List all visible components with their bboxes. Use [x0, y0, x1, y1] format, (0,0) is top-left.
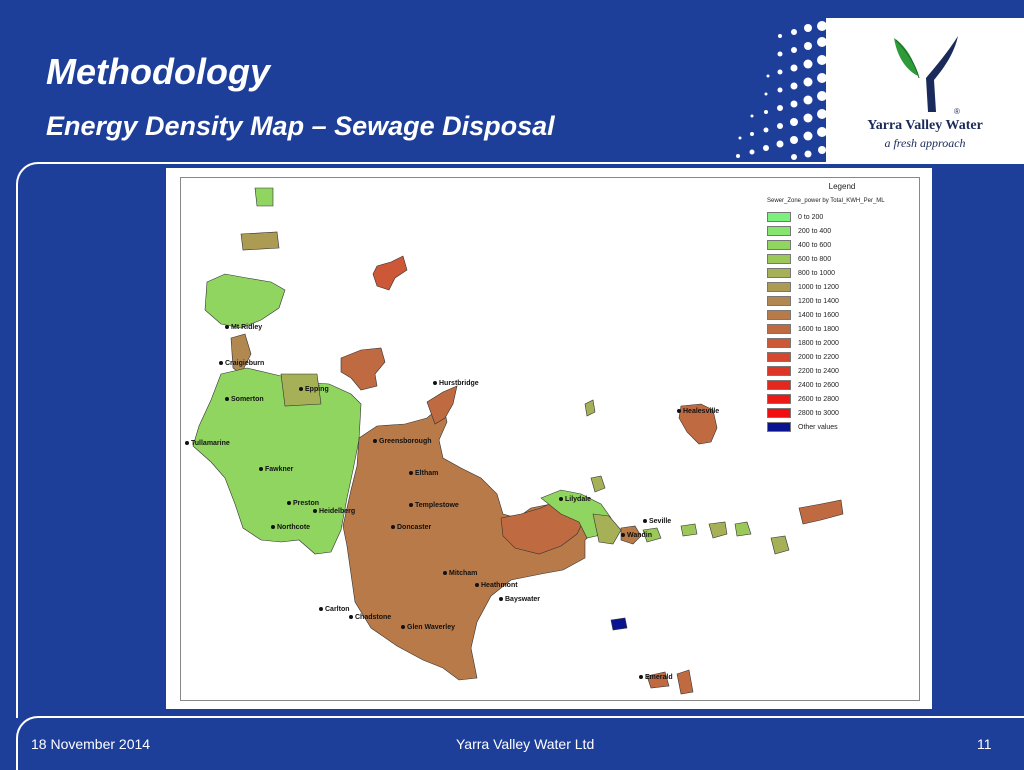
- legend-item: 800 to 1000: [767, 266, 917, 280]
- legend-item: 2400 to 2600: [767, 378, 917, 392]
- legend-item: 1800 to 2000: [767, 336, 917, 350]
- legend-title: Legend: [828, 182, 856, 191]
- legend-swatch: [767, 338, 791, 348]
- place-label: Craigieburn: [219, 360, 264, 367]
- place-label: Preston: [287, 500, 319, 507]
- place-label: Healesville: [677, 408, 719, 415]
- legend-item: 2600 to 2800: [767, 392, 917, 406]
- legend-item: 2200 to 2400: [767, 364, 917, 378]
- legend-swatch: [767, 408, 791, 418]
- place-label: Chadstone: [349, 614, 391, 621]
- place-label: Northcote: [271, 524, 310, 531]
- decorative-dots: [736, 21, 827, 160]
- place-label: Greensborough: [373, 438, 432, 445]
- legend-label: 600 to 800: [798, 255, 832, 263]
- sewer-zone-map: [192, 187, 844, 695]
- legend-swatch: [767, 268, 791, 278]
- legend-swatch: [767, 380, 791, 390]
- legend-label: 400 to 600: [798, 241, 832, 249]
- legend-item: 2800 to 3000: [767, 406, 917, 420]
- map-image: Legend Sewer_Zone_power by Total_KWH_Per…: [166, 168, 932, 709]
- place-label: Hurstbridge: [433, 380, 479, 387]
- legend-item: 400 to 600: [767, 238, 917, 252]
- place-label: Epping: [299, 386, 329, 393]
- place-label: Wandin: [621, 532, 652, 539]
- legend-rows: 0 to 200 200 to 400 400 to 600 600 to 800 80…: [767, 210, 917, 434]
- legend-label: 1200 to 1400: [798, 297, 839, 305]
- legend-label: Other values: [798, 423, 838, 431]
- legend-label: 1000 to 1200: [798, 283, 839, 291]
- place-label: Carlton: [319, 606, 350, 613]
- place-label: Somerton: [225, 396, 264, 403]
- legend-label: 2600 to 2800: [798, 395, 839, 403]
- legend-swatch: [767, 226, 791, 236]
- legend-item: 1400 to 1600: [767, 308, 917, 322]
- yarra-leaf-icon: ®: [894, 36, 960, 114]
- slide-subtitle: Energy Density Map – Sewage Disposal: [46, 111, 555, 141]
- place-label: Bayswater: [499, 596, 540, 603]
- footer-company: Yarra Valley Water Ltd: [456, 736, 595, 752]
- legend-label: 1800 to 2000: [798, 339, 839, 347]
- place-label: Emerald: [639, 674, 673, 681]
- legend-label: 800 to 1000: [798, 269, 835, 277]
- legend-item: 1000 to 1200: [767, 280, 917, 294]
- legend-item: 600 to 800: [767, 252, 917, 266]
- place-label: Doncaster: [391, 524, 431, 531]
- legend-swatch: [767, 296, 791, 306]
- place-label: Mitcham: [443, 570, 477, 577]
- legend-item: 0 to 200: [767, 210, 917, 224]
- place-label: Fawkner: [259, 466, 293, 473]
- map-canvas: Legend Sewer_Zone_power by Total_KWH_Per…: [180, 177, 920, 701]
- place-label: Mt Ridley: [225, 324, 262, 331]
- legend-swatch: [767, 366, 791, 376]
- legend-swatch: [767, 352, 791, 362]
- legend-swatch: [767, 254, 791, 264]
- legend-label: 2400 to 2600: [798, 381, 839, 389]
- place-label: Glen Waverley: [401, 624, 455, 631]
- footer-date: 18 November 2014: [31, 736, 151, 752]
- place-label: Templestowe: [409, 502, 459, 509]
- place-label: Eltham: [409, 470, 438, 477]
- legend-label: 200 to 400: [798, 227, 832, 235]
- legend-item: 200 to 400: [767, 224, 917, 238]
- legend-swatch: [767, 282, 791, 292]
- legend-swatch: [767, 240, 791, 250]
- legend-label: 2200 to 2400: [798, 367, 839, 375]
- legend-subtitle: Sewer_Zone_power by Total_KWH_Per_ML: [767, 198, 885, 204]
- legend-swatch: [767, 394, 791, 404]
- legend-swatch: [767, 324, 791, 334]
- logo-name: Yarra Valley Water: [867, 118, 983, 133]
- slide-header: Methodology Energy Density Map – Sewage …: [0, 0, 1024, 162]
- place-label: Tullamarine: [185, 440, 230, 447]
- legend-label: 1400 to 1600: [798, 311, 839, 319]
- map-legend: Legend Sewer_Zone_power by Total_KWH_Per…: [767, 182, 917, 434]
- legend-label: 2800 to 3000: [798, 409, 839, 417]
- slide-title: Methodology: [46, 51, 270, 92]
- place-label: Heidelberg: [313, 508, 355, 515]
- place-label: Heathmont: [475, 582, 518, 589]
- legend-item: 2000 to 2200: [767, 350, 917, 364]
- logo-tagline: a fresh approach: [884, 136, 966, 150]
- company-logo: ® Yarra Valley Water a fresh approach: [826, 18, 1024, 162]
- page-number: 11: [977, 736, 992, 752]
- legend-label: 0 to 200: [798, 213, 824, 221]
- slide-footer: 18 November 2014 Yarra Valley Water Ltd …: [16, 716, 1024, 770]
- legend-swatch: [767, 212, 791, 222]
- place-label: Seville: [643, 518, 671, 525]
- legend-item: Other values: [767, 420, 917, 434]
- legend-item: 1600 to 1800: [767, 322, 917, 336]
- legend-swatch: [767, 310, 791, 320]
- place-label: Lilydale: [559, 496, 591, 503]
- legend-label: 2000 to 2200: [798, 353, 839, 361]
- registered-mark: ®: [954, 107, 960, 114]
- legend-label: 1600 to 1800: [798, 325, 839, 333]
- legend-item: 1200 to 1400: [767, 294, 917, 308]
- legend-swatch: [767, 422, 791, 432]
